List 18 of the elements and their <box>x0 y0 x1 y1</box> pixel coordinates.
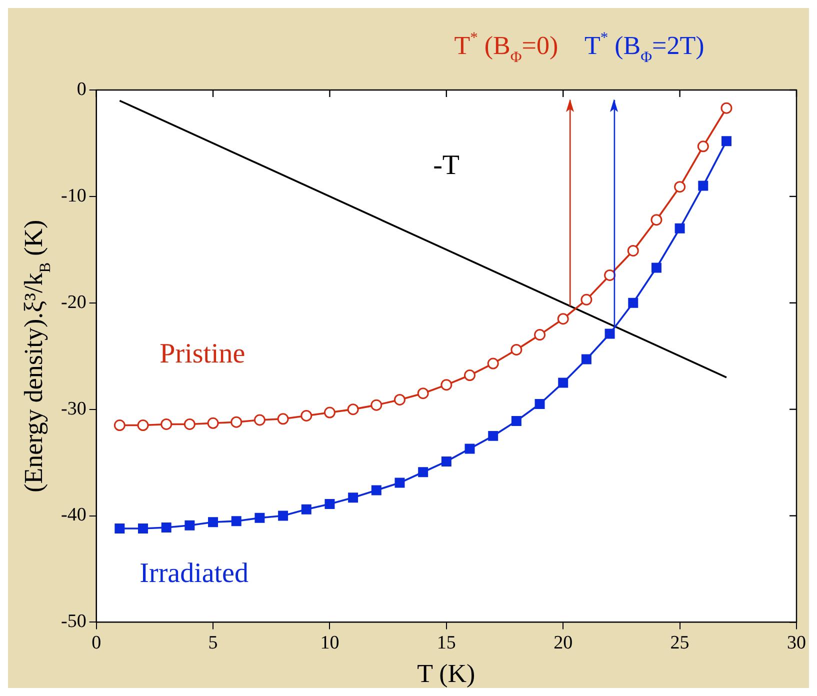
x-tick-label: 30 <box>787 632 806 654</box>
text: -T <box>433 150 460 182</box>
y-tick-label: -30 <box>61 398 86 420</box>
x-tick-label: 15 <box>436 632 456 654</box>
series-label: Irradiated <box>140 558 248 589</box>
x-tick-label: 0 <box>92 632 102 654</box>
series-label: Pristine <box>160 338 246 370</box>
x-tick-label: 20 <box>554 632 573 654</box>
x-tick-label: 5 <box>208 632 218 654</box>
y-tick-label: 0 <box>76 78 86 100</box>
y-tick-label: -50 <box>61 611 86 632</box>
x-tick-label: 25 <box>670 632 690 654</box>
y-tick-label: -20 <box>61 292 86 313</box>
y-tick-label: -40 <box>61 504 86 526</box>
y-tick-label: -10 <box>61 185 86 206</box>
x-tick-label: 10 <box>320 632 340 654</box>
y-axis-title: (Energy density).ξ³/kB (K) <box>19 220 54 492</box>
x-axis-title: T (K) <box>417 659 476 688</box>
